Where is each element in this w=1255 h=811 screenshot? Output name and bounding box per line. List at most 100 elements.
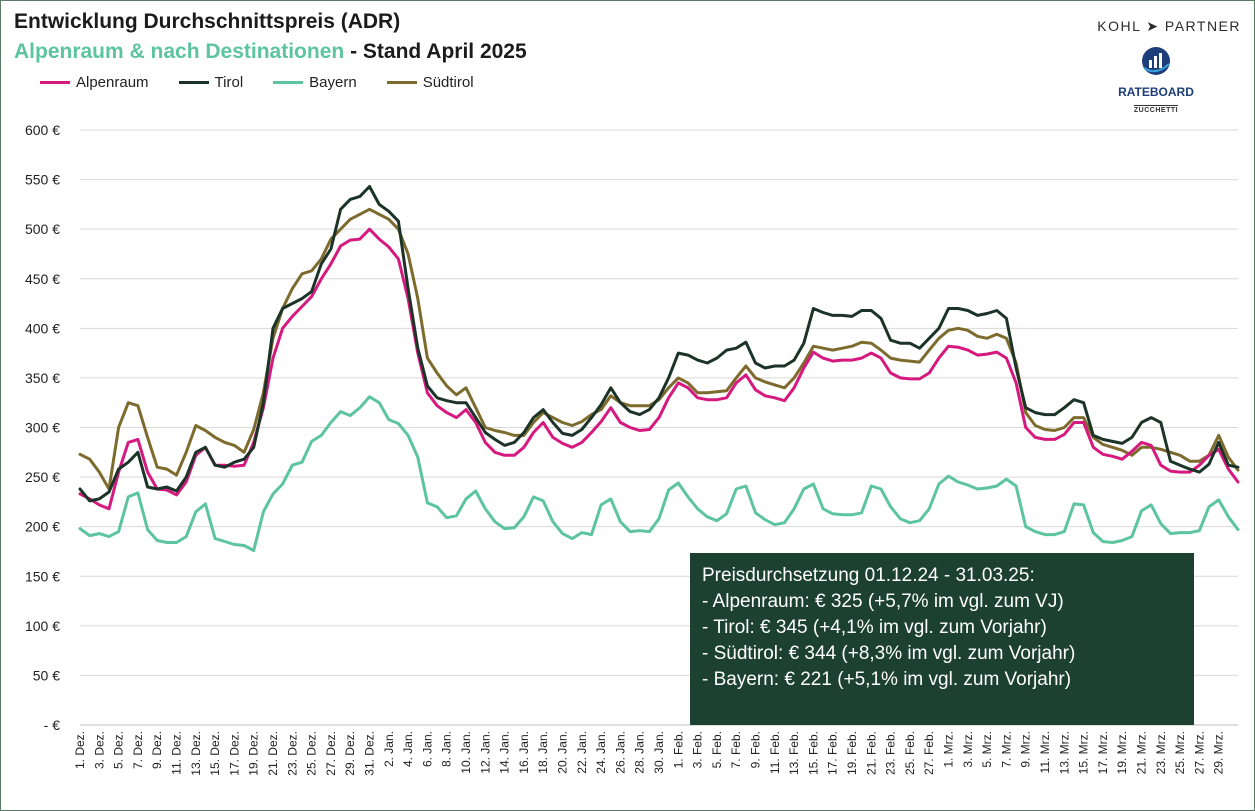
x-tick-label: 1. Dez.: [73, 731, 87, 769]
x-tick-label: 17. Mrz.: [1096, 731, 1110, 774]
y-tick-label: 550 €: [25, 172, 60, 188]
x-tick-label: 25. Dez.: [305, 731, 319, 776]
x-tick-label: 6. Jan.: [420, 731, 434, 767]
x-tick-label: 17. Feb.: [826, 731, 840, 775]
y-axis: 600 € 550 € 500 € 450 € 400 € 350 € 300 € 250 €…: [25, 122, 60, 733]
price-summary-box: Preisdurchsetzung 01.12.24 - 31.03.25: -…: [690, 553, 1194, 725]
x-tick-label: 29. Dez.: [343, 731, 357, 776]
legend: Alpenraum Tirol Bayern Südtirol: [40, 74, 504, 91]
rateboard-logo: RATEBOARD ZUCCHETTI: [1108, 44, 1204, 116]
series-line-tirol: [78, 185, 1240, 503]
x-tick-label: 23. Feb.: [884, 731, 898, 775]
x-tick-label: 4. Jan.: [401, 731, 415, 767]
x-tick-label: 20. Jan.: [556, 731, 570, 774]
x-tick-label: 5. Mrz.: [980, 731, 994, 768]
summary-line-alpenraum: - Alpenraum: € 325 (+5,7% im vgl. zum VJ…: [702, 591, 1064, 612]
x-tick-label: 30. Jan.: [652, 731, 666, 774]
y-tick-label: 500 €: [25, 221, 60, 237]
summary-heading: Preisdurchsetzung 01.12.24 - 31.03.25:: [702, 565, 1035, 586]
y-tick-label: 100 €: [25, 618, 60, 634]
legend-item-bayern: Bayern: [273, 74, 357, 91]
x-tick-label: 27. Feb.: [922, 731, 936, 775]
x-tick-label: 21. Feb.: [864, 731, 878, 775]
legend-item-suedtirol: Südtirol: [386, 74, 474, 91]
x-tick-label: 1. Feb.: [671, 731, 685, 768]
x-tick-label: 7. Mrz.: [999, 731, 1013, 768]
x-tick-label: 15. Feb.: [806, 731, 820, 775]
x-tick-label: 11. Mrz.: [1038, 731, 1052, 773]
x-tick-label: 3. Dez.: [92, 731, 106, 769]
x-tick-label: 25. Feb.: [903, 731, 917, 775]
y-tick-label: 400 €: [25, 320, 60, 336]
x-tick-label: 13. Mrz.: [1057, 731, 1071, 774]
y-tick-label: 150 €: [25, 568, 60, 584]
x-tick-label: 19. Dez.: [247, 731, 261, 776]
x-tick-label: 27. Mrz.: [1192, 731, 1206, 774]
x-tick-label: 2. Jan.: [382, 731, 396, 767]
x-tick-label: 31. Dez.: [363, 731, 377, 776]
x-tick-label: 21. Mrz.: [1135, 731, 1149, 774]
series-line-alpenraum: [78, 227, 1240, 511]
x-tick-label: 27. Dez.: [324, 731, 338, 776]
y-tick-label: 50 €: [33, 667, 60, 683]
x-tick-label: 28. Jan.: [633, 731, 647, 774]
x-tick-label: 14. Jan.: [498, 731, 512, 774]
x-tick-label: 3. Feb.: [691, 731, 705, 768]
x-tick-label: 7. Dez.: [131, 731, 145, 769]
x-tick-label: 23. Mrz.: [1154, 731, 1168, 774]
x-tick-label: 15. Dez.: [208, 731, 222, 776]
x-tick-label: 9. Dez.: [150, 731, 164, 769]
series-lines: [78, 185, 1240, 552]
legend-label-alpenraum: Alpenraum: [76, 74, 149, 91]
x-tick-label: 21. Dez.: [266, 731, 280, 776]
x-tick-label: 23. Dez.: [285, 731, 299, 776]
x-tick-label: 19. Feb.: [845, 731, 859, 775]
x-tick-label: 7. Feb.: [729, 731, 743, 768]
x-tick-label: 22. Jan.: [575, 731, 589, 774]
legend-item-tirol: Tirol: [178, 74, 244, 91]
x-tick-label: 9. Mrz.: [1019, 731, 1033, 768]
legend-label-bayern: Bayern: [309, 74, 357, 91]
legend-swatch-bayern: [273, 81, 304, 84]
legend-item-alpenraum: Alpenraum: [40, 74, 149, 91]
x-axis: 1. Dez. 3. Dez. 5. Dez. 7. Dez. 9. Dez. 11. D…: [73, 731, 1226, 776]
summary-line-suedtirol: - Südtirol: € 344 (+8,3% im vgl. zum Vor…: [702, 643, 1076, 664]
x-tick-label: 18. Jan.: [536, 731, 550, 774]
subtitle-rest: - Stand April 2025: [350, 40, 527, 63]
x-tick-label: 19. Mrz.: [1115, 731, 1129, 774]
x-tick-label: 1. Mrz.: [942, 731, 956, 768]
x-tick-label: 24. Jan.: [594, 731, 608, 774]
x-tick-label: 8. Jan.: [440, 731, 454, 767]
legend-swatch-alpenraum: [40, 81, 70, 84]
x-tick-label: 16. Jan.: [517, 731, 531, 774]
legend-swatch-suedtirol: [386, 81, 417, 84]
x-tick-label: 25. Mrz.: [1173, 731, 1187, 774]
x-tick-label: 10. Jan.: [459, 731, 473, 774]
legend-label-tirol: Tirol: [214, 74, 244, 91]
legend-label-suedtirol: Südtirol: [422, 74, 474, 91]
x-tick-label: 5. Dez.: [112, 731, 126, 769]
rateboard-emblem-icon: [1142, 47, 1170, 75]
x-tick-label: 17. Dez.: [227, 731, 241, 776]
summary-line-bayern: - Bayern: € 221 (+5,1% im vgl. zum Vorja…: [702, 669, 1072, 690]
x-tick-label: 5. Feb.: [710, 731, 724, 768]
kohl-partner-logo: KOHL ➤ PARTNER: [1097, 18, 1241, 34]
y-tick-label: 350 €: [25, 370, 60, 386]
series-line-bayern: [78, 395, 1240, 552]
legend-swatch-tirol: [178, 81, 209, 84]
x-tick-label: 12. Jan.: [478, 731, 492, 774]
x-tick-label: 9. Feb.: [749, 731, 763, 768]
y-tick-label: - €: [44, 717, 61, 733]
chart-subtitle: Alpenraum & nach Destinationen - Stand A…: [14, 40, 527, 64]
x-tick-label: 11. Dez.: [170, 731, 184, 775]
y-tick-label: 200 €: [25, 519, 60, 535]
x-tick-label: 13. Dez.: [189, 731, 203, 776]
y-tick-label: 450 €: [25, 271, 60, 287]
x-tick-label: 29. Mrz.: [1212, 731, 1226, 774]
summary-line-tirol: - Tirol: € 345 (+4,1% im vgl. zum Vorjah…: [702, 617, 1047, 638]
y-tick-label: 250 €: [25, 469, 60, 485]
x-tick-label: 13. Feb.: [787, 731, 801, 775]
x-tick-label: 3. Mrz.: [961, 731, 975, 768]
zucchetti-wordmark: ZUCCHETTI: [1133, 105, 1179, 114]
